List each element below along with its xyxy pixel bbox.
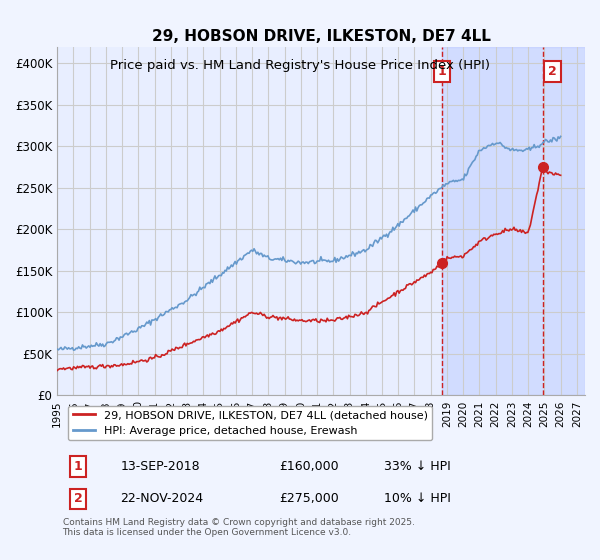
Text: 22-NOV-2024: 22-NOV-2024 xyxy=(121,492,203,505)
Text: £160,000: £160,000 xyxy=(279,460,338,473)
Text: Price paid vs. HM Land Registry's House Price Index (HPI): Price paid vs. HM Land Registry's House … xyxy=(110,59,490,72)
Bar xyxy=(442,46,585,395)
Text: 10% ↓ HPI: 10% ↓ HPI xyxy=(385,492,451,505)
Text: 1: 1 xyxy=(438,65,446,78)
Text: Contains HM Land Registry data © Crown copyright and database right 2025.
This d: Contains HM Land Registry data © Crown c… xyxy=(62,518,415,538)
Bar xyxy=(442,46,585,395)
Text: 1: 1 xyxy=(74,460,83,473)
Text: 33% ↓ HPI: 33% ↓ HPI xyxy=(385,460,451,473)
Text: 13-SEP-2018: 13-SEP-2018 xyxy=(121,460,200,473)
Text: 2: 2 xyxy=(74,492,83,505)
Text: £275,000: £275,000 xyxy=(279,492,338,505)
Text: 2: 2 xyxy=(548,65,557,78)
Legend: 29, HOBSON DRIVE, ILKESTON, DE7 4LL (detached house), HPI: Average price, detach: 29, HOBSON DRIVE, ILKESTON, DE7 4LL (det… xyxy=(68,405,432,440)
Title: 29, HOBSON DRIVE, ILKESTON, DE7 4LL: 29, HOBSON DRIVE, ILKESTON, DE7 4LL xyxy=(152,29,491,44)
